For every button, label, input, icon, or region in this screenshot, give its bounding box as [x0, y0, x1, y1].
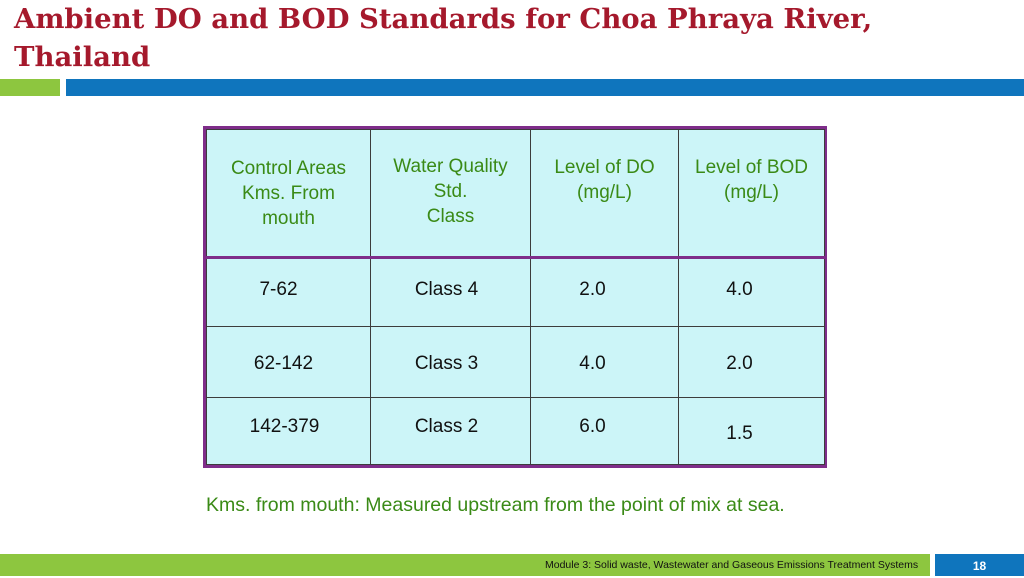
footer-module-text: Module 3: Solid waste, Wastewater and Ga… [545, 559, 919, 571]
footer-bar [0, 554, 930, 576]
cell-bod-level: 1.5 [678, 396, 825, 466]
table-row: 7-62 Class 4 2.0 4.0 [206, 257, 825, 327]
cell-do-level-text: 2.0 [579, 279, 606, 301]
cell-bod-level-text: 4.0 [726, 279, 753, 301]
table-row: 142-379 Class 2 6.0 1.5 [206, 396, 825, 466]
table-row: 62-142 Class 3 4.0 2.0 [206, 325, 825, 398]
cell-quality-class-text: Class 2 [414, 415, 479, 437]
cell-do-level-text: 4.0 [579, 352, 606, 374]
cell-quality-class: Class 4 [370, 257, 531, 327]
cell-control-area: 7-62 [206, 257, 371, 327]
cell-bod-level: 2.0 [678, 325, 825, 398]
cell-control-area-text: 7-62 [259, 279, 298, 301]
cell-control-area: 62-142 [206, 325, 371, 398]
header-water-quality-line3: Class [426, 205, 475, 227]
cell-bod-level-text: 1.5 [726, 422, 753, 444]
cell-do-level: 6.0 [530, 396, 679, 466]
header-water-quality: Water Quality Std. Class [370, 128, 531, 259]
header-level-bod-line2: (mg/L) [724, 182, 779, 204]
cell-control-area-text: 142-379 [249, 415, 320, 437]
header-water-quality-line2: Std. [433, 180, 468, 202]
header-water-quality-line1: Water Quality [393, 155, 508, 177]
cell-bod-level: 4.0 [678, 257, 825, 327]
header-level-do-line1: Level of DO [554, 157, 655, 179]
header-level-do-line2: (mg/L) [577, 182, 632, 204]
cell-quality-class: Class 2 [370, 396, 531, 466]
header-level-do: Level of DO (mg/L) [530, 128, 679, 259]
title-underline-green [0, 79, 60, 96]
cell-control-area-text: 62-142 [253, 352, 314, 374]
cell-do-level-text: 6.0 [579, 415, 606, 437]
header-level-bod-line1: Level of BOD [695, 157, 808, 179]
cell-quality-class-text: Class 4 [414, 279, 479, 301]
standards-table-grid: Control Areas Kms. From mouth Water Qual… [206, 128, 825, 466]
header-control-areas-line3: mouth [262, 207, 315, 229]
cell-do-level: 2.0 [530, 257, 679, 327]
page-number: 18 [935, 554, 1024, 576]
standards-table: Control Areas Kms. From mouth Water Qual… [203, 126, 827, 468]
cell-quality-class: Class 3 [370, 325, 531, 398]
cell-do-level: 4.0 [530, 325, 679, 398]
header-control-areas: Control Areas Kms. From mouth [206, 128, 371, 259]
title-underline-blue [66, 79, 1024, 96]
cell-control-area: 142-379 [206, 396, 371, 466]
cell-quality-class-text: Class 3 [414, 352, 479, 374]
header-control-areas-line1: Control Areas [230, 157, 347, 179]
slide-title: Ambient DO and BOD Standards for Choa Ph… [14, 3, 873, 73]
header-level-bod: Level of BOD (mg/L) [678, 128, 825, 259]
cell-bod-level-text: 2.0 [726, 352, 753, 374]
table-footnote: Kms. from mouth: Measured upstream from … [206, 494, 785, 516]
header-control-areas-line2: Kms. From [242, 182, 335, 204]
table-header-row: Control Areas Kms. From mouth Water Qual… [206, 128, 825, 259]
